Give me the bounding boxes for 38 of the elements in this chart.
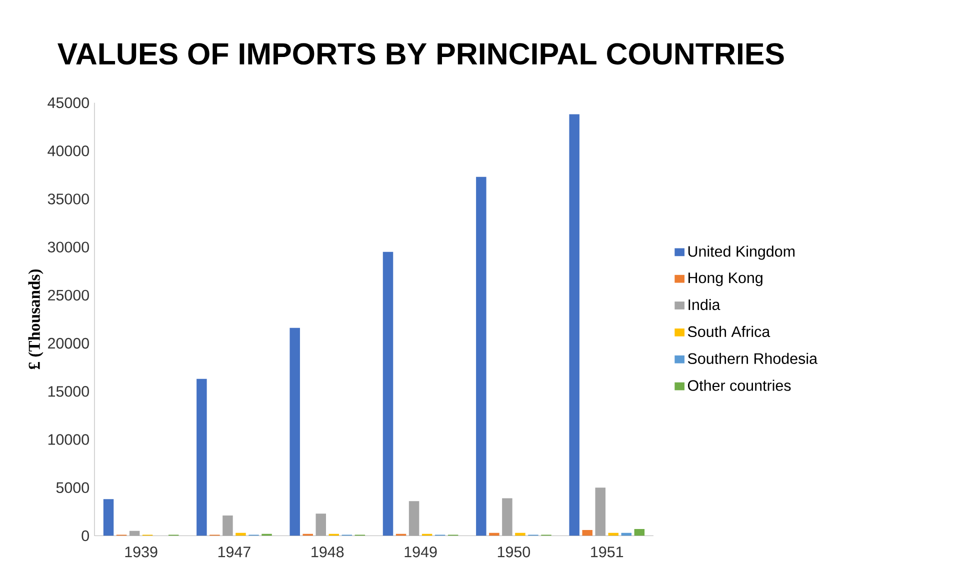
y-tick-label: 40000 (48, 145, 89, 156)
bar (582, 530, 592, 536)
y-tick-label: 0 (82, 530, 89, 542)
bar (222, 516, 233, 536)
legend-label: Southern Rhodesia (688, 352, 818, 364)
legend-label: Other countries (688, 380, 791, 391)
y-tick-label: 45000 (48, 97, 89, 108)
bar (103, 499, 114, 536)
x-tick-label: 1951 (591, 546, 624, 558)
y-tick-label: 10000 (48, 434, 89, 445)
y-tick-label: 5000 (56, 482, 89, 494)
bar (634, 528, 645, 536)
bar (196, 378, 207, 536)
legend-label: United Kingdom (688, 246, 794, 260)
y-axis-title: £ (Thousands) (28, 269, 44, 370)
legend-label: Hong Kong (688, 272, 762, 286)
x-tick-label: 1939 (125, 546, 158, 558)
x-tick-label: 1947 (218, 546, 250, 558)
y-tick-label: 30000 (48, 242, 89, 252)
x-tick-label: 1950 (498, 546, 530, 558)
bar (382, 252, 394, 536)
bar (595, 488, 606, 536)
bar (316, 514, 326, 536)
y-tick-label: 25000 (48, 290, 89, 301)
bar (290, 328, 300, 536)
x-tick-label: 1948 (312, 546, 344, 558)
bar (569, 114, 580, 536)
bar (502, 498, 512, 536)
x-tick-label: 1949 (404, 546, 437, 558)
bar (408, 501, 420, 536)
bar (129, 530, 140, 536)
y-tick-label: 20000 (48, 338, 89, 349)
legend-label: South Africa (688, 326, 770, 338)
bar (476, 176, 486, 536)
y-tick-label: 15000 (48, 386, 89, 397)
chart-title: VALUES OF IMPORTS BY PRINCIPAL COUNTRIES (58, 43, 784, 65)
y-tick-label: 35000 (48, 194, 89, 204)
legend-label: India (688, 298, 720, 310)
